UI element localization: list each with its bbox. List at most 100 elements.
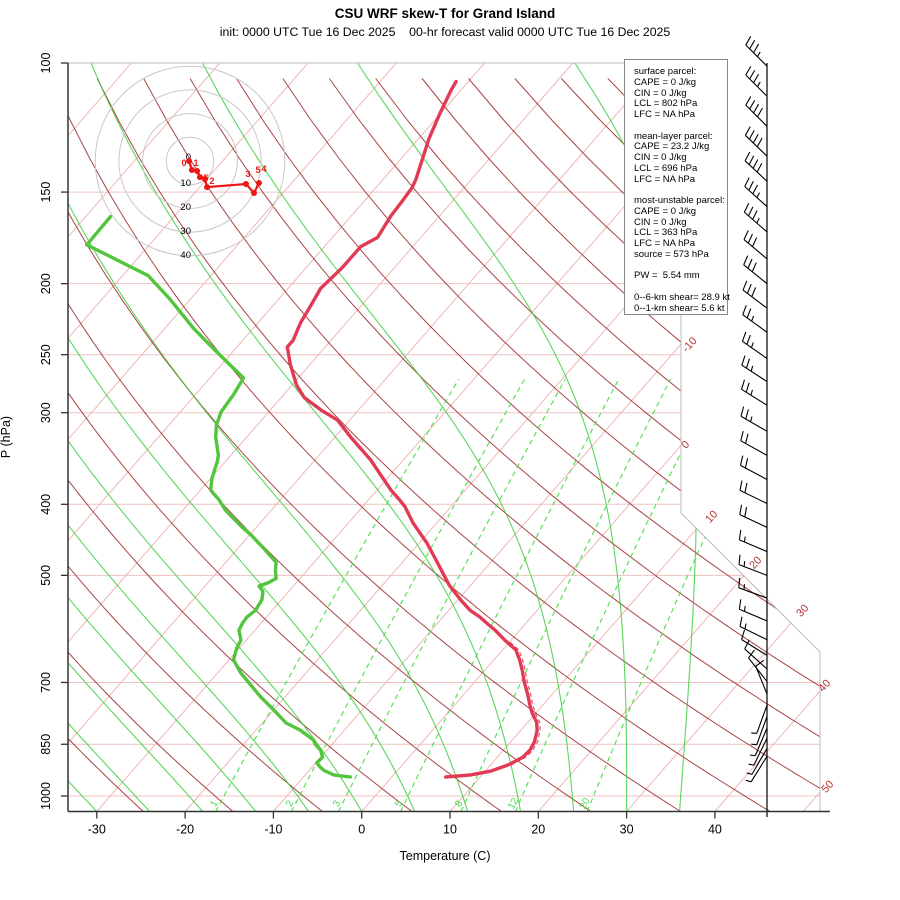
hodograph-ring-label: 20 <box>180 202 191 213</box>
hodograph-ring <box>118 89 262 233</box>
wind-barb-feather <box>751 237 758 247</box>
wind-barb-feather <box>745 382 750 393</box>
mixing-ratio-label: 20 <box>578 796 593 811</box>
wind-barb-half-feather <box>750 365 754 372</box>
wind-barb-half-feather <box>743 605 746 612</box>
wind-barb <box>743 255 768 285</box>
info-line <box>634 121 727 132</box>
info-line: surface parcel: <box>634 66 697 77</box>
wind-barb-feather <box>739 455 744 466</box>
dry-adiabat-line <box>375 78 820 812</box>
y-tick-label: 150 <box>39 182 53 203</box>
wind-barb-feather <box>748 649 755 659</box>
mixing-ratio-label: 12 <box>506 796 521 811</box>
isotherm-edge-label: 30 <box>794 602 811 619</box>
isotherm-line <box>68 63 485 812</box>
wind-barb-feather <box>744 507 748 518</box>
mixing-ratio-label: 1 <box>208 798 221 808</box>
wind-barb-feather <box>751 287 757 297</box>
wind-barb <box>751 716 768 746</box>
dry-adiabat-line <box>68 78 502 812</box>
virtual-temperature-curve <box>448 639 541 778</box>
info-line: 0--1-km shear= 5.6 kt <box>634 302 725 314</box>
wind-barb <box>742 305 768 333</box>
wind-barb-shaft <box>756 705 768 734</box>
x-tick-label: 0 <box>358 823 365 837</box>
wind-barb-half-feather <box>751 315 755 322</box>
wind-barb-feather <box>741 629 746 640</box>
wind-barb-feather <box>748 181 754 191</box>
wind-barb-feather <box>756 107 763 118</box>
y-axis-title: P (hPa) <box>0 415 13 459</box>
info-line: 0--6-km shear= 28.9 kt <box>634 291 730 303</box>
wind-barb-feather <box>739 616 743 627</box>
moist-adiabat-line <box>68 63 416 812</box>
wind-barb <box>743 230 768 260</box>
moist-adiabat-line <box>68 63 204 812</box>
mixing-ratio-line <box>215 378 460 812</box>
info-line: LFC = NA hPa <box>634 238 695 249</box>
wind-barb-feather <box>752 133 759 144</box>
y-tick-label: 200 <box>39 273 53 294</box>
sounding-curves <box>85 79 541 779</box>
hodograph-ring-label: 10 <box>180 178 191 189</box>
wind-barb-shaft <box>739 489 768 505</box>
wind-barb-shaft <box>754 727 768 756</box>
moist-adiabat-line <box>68 63 469 812</box>
wind-barb-feather <box>740 430 744 441</box>
wind-barb <box>745 96 768 127</box>
wind-barb-shaft <box>741 639 768 656</box>
moist-adiabat-line <box>202 63 575 812</box>
wind-barb-feather <box>740 406 745 417</box>
wind-barb <box>739 616 768 641</box>
hodograph-point <box>255 180 262 187</box>
wind-barb <box>755 659 768 695</box>
dry-adiabat-line <box>236 78 820 812</box>
wind-barb <box>745 66 768 97</box>
mixing-ratio-label: 5 <box>393 798 406 808</box>
wind-barb-feather <box>753 73 760 84</box>
wind-barb-feather <box>749 39 756 50</box>
wind-barb-column <box>738 36 768 817</box>
info-line: CIN = 0 J/kg <box>634 216 687 228</box>
wind-barb-feather <box>745 66 752 76</box>
moist-adiabat-line <box>68 63 151 812</box>
hodograph-ring <box>94 65 286 257</box>
hodograph-point <box>201 176 208 183</box>
mixing-ratio-label: 8 <box>453 798 466 808</box>
wind-barb <box>740 430 768 456</box>
wind-barb-feather <box>743 255 749 265</box>
wind-barb-feather <box>744 458 749 469</box>
wind-barb-feather <box>748 155 755 165</box>
wind-barb <box>745 756 768 783</box>
x-tick-label: 40 <box>708 823 722 837</box>
wind-barb-shaft <box>750 756 768 783</box>
wind-barb <box>751 705 768 735</box>
moist-adiabats <box>68 63 698 812</box>
mixing-ratio-labels: 1 2 3 5 8 12 20 <box>208 796 593 811</box>
isotherm-line <box>537 63 820 812</box>
wind-barb <box>739 455 768 480</box>
wind-barb-half-feather <box>750 342 754 348</box>
wind-barb <box>739 504 768 528</box>
info-line: LCL = 696 hPa <box>634 162 698 174</box>
wind-barb <box>746 748 768 775</box>
isotherm-edge-label: -10 <box>680 335 700 355</box>
background-grid <box>68 63 820 812</box>
wind-barb-feather <box>745 433 749 444</box>
info-line: LCL = 802 hPa <box>634 98 698 110</box>
wind-barb <box>744 151 768 182</box>
x-tick-label: 10 <box>443 823 457 837</box>
wind-barb-half-feather <box>756 217 760 224</box>
wind-barb <box>741 629 768 656</box>
mixing-ratio-label: 2 <box>284 798 297 808</box>
hodograph-point-label: 2 <box>209 176 214 186</box>
wind-barb-half-feather <box>748 763 754 766</box>
wind-barb-shaft <box>739 514 768 528</box>
isotherm-line <box>714 63 820 812</box>
wind-barb-feather <box>752 210 758 220</box>
wind-barb-feather <box>741 379 746 390</box>
y-tick-label: 400 <box>39 494 53 515</box>
